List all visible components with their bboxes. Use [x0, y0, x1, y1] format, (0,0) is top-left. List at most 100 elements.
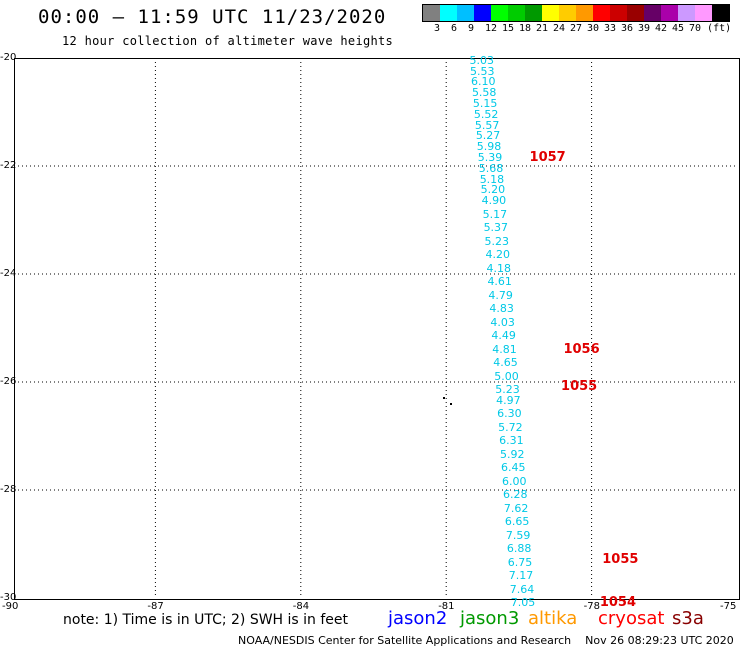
wave-height-label: 4.81 — [492, 342, 517, 356]
wave-height-label: 6.75 — [507, 555, 533, 569]
legend-label: 21 — [536, 23, 549, 34]
page-subtitle: 12 hour collection of altimeter wave hei… — [62, 34, 394, 48]
wave-height-label: 6.65 — [504, 515, 530, 529]
legend-label: 6 — [451, 23, 458, 34]
wave-height-label: 5.15 — [472, 96, 498, 110]
legend-swatches — [422, 4, 730, 22]
legend-swatch — [593, 5, 610, 21]
legend-swatch — [644, 5, 661, 21]
wave-height-label: 6.31 — [499, 434, 524, 448]
wave-height-label: 6.88 — [506, 542, 532, 556]
wave-height-label: 4.83 — [489, 302, 514, 316]
x-tick-label: -81 — [438, 601, 455, 612]
pass-time-label: 1055 — [561, 379, 598, 395]
wave-height-label: 5.37 — [483, 221, 509, 235]
legend-label: 24 — [553, 23, 566, 34]
wave-height-label: 5.20 — [480, 183, 506, 197]
legend-swatch — [457, 5, 474, 21]
legend-swatch — [423, 5, 440, 21]
wave-height-label: 7.64 — [509, 582, 535, 596]
satellite-name-altika: altika — [528, 608, 578, 629]
grid-lines — [14, 58, 738, 598]
color-legend: 3 6 9 12 15 18 21 24 27 30 33 36 39 42 45 70 (ft) — [422, 4, 731, 34]
wave-height-label: 5.23 — [495, 383, 520, 397]
pass-time-label: 1057 — [529, 149, 566, 165]
wave-height-label: 4.65 — [493, 356, 518, 370]
legend-label: 39 — [638, 23, 651, 34]
map-plot-area[interactable] — [14, 58, 740, 600]
wave-height-label: 5.53 — [470, 64, 495, 78]
legend-label: 70 (ft) — [689, 23, 732, 34]
x-tick-label: -90 — [2, 601, 19, 612]
wave-height-label: 5.18 — [479, 172, 505, 186]
wave-height-label: 5.39 — [477, 150, 503, 164]
satellite-name-jason3: jason3 — [460, 608, 520, 629]
legend-swatch — [474, 5, 491, 21]
legend-label: 33 — [604, 23, 617, 34]
wave-height-label: 5.92 — [500, 447, 525, 461]
legend-swatch — [576, 5, 593, 21]
legend-swatch — [661, 5, 678, 21]
wave-height-label: 5.58 — [471, 86, 497, 100]
wave-height-label: 5.17 — [482, 207, 508, 221]
legend-label: 45 — [672, 23, 685, 34]
legend-label: 3 — [434, 23, 441, 34]
wave-height-label: 4.20 — [485, 248, 511, 262]
note-text: note: 1) Time is in UTC; 2) SWH is in fe… — [63, 612, 349, 628]
wave-height-label: 4.03 — [490, 315, 515, 329]
wave-height-label: 4.61 — [487, 275, 512, 289]
wave-height-label: 6.30 — [497, 407, 522, 421]
legend-swatch — [695, 5, 712, 21]
legend-swatch — [508, 5, 525, 21]
wave-height-label: 4.90 — [481, 194, 507, 208]
wave-height-label: 6.28 — [502, 488, 528, 502]
satellite-name-cryosat: cryosat — [598, 608, 665, 629]
wave-height-label: 5.57 — [474, 118, 500, 132]
pass-time-label: 1054 — [599, 595, 637, 611]
legend-label: 9 — [468, 23, 475, 34]
legend-labels: 3 6 9 12 15 18 21 24 27 30 33 36 39 42 45 70 (ft) — [422, 23, 740, 35]
wave-height-label: 4.18 — [486, 261, 511, 275]
legend-label: 15 — [502, 23, 515, 34]
legend-label: 18 — [519, 23, 532, 34]
wave-height-label: 5.98 — [476, 140, 502, 154]
legend-label: 30 — [587, 23, 600, 34]
y-tick-label: -24 — [0, 268, 17, 279]
wave-height-label: 4.97 — [496, 393, 521, 407]
satellite-name-s3a: s3a — [672, 608, 704, 629]
y-tick-label: -28 — [0, 484, 17, 495]
legend-label: 12 — [485, 23, 498, 34]
wave-height-label: 5.52 — [473, 107, 499, 121]
wave-height-label: 6.00 — [501, 474, 527, 488]
legend-label: 27 — [570, 23, 583, 34]
y-tick-label: -20 — [0, 52, 17, 63]
legend-swatch — [627, 5, 644, 21]
legend-label: 42 — [655, 23, 668, 34]
wave-height-label: 7.05 — [510, 596, 536, 610]
legend-swatch — [610, 5, 627, 21]
x-tick-label: -75 — [720, 601, 737, 612]
pass-time-label: 1055 — [602, 552, 639, 568]
wave-height-label: 7.17 — [508, 569, 534, 583]
pass-time-label: 1056 — [563, 341, 600, 357]
wave-height-label: 7.62 — [503, 501, 529, 515]
x-tick-label: -87 — [147, 601, 164, 612]
legend-swatch — [440, 5, 457, 21]
wave-height-label: 7.59 — [505, 528, 531, 542]
legend-swatch — [542, 5, 559, 21]
data-marker — [450, 402, 453, 405]
page-title: 00:00 – 11:59 UTC 11/23/2020 — [38, 6, 387, 28]
legend-swatch — [491, 5, 508, 21]
x-tick-label: -84 — [292, 601, 310, 612]
data-marker — [442, 397, 445, 400]
wave-height-label: 5.23 — [484, 234, 510, 248]
y-tick-label: -30 — [0, 592, 17, 603]
wave-height-label: 5.00 — [494, 369, 519, 383]
y-tick-label: -26 — [0, 376, 17, 387]
wave-height-label: 4.49 — [491, 329, 516, 343]
legend-label: 36 — [621, 23, 634, 34]
legend-swatch — [678, 5, 695, 21]
satellite-name-jason2: jason2 — [388, 608, 448, 629]
legend-swatch — [525, 5, 542, 21]
footer-credit: NOAA/NESDIS Center for Satellite Applica… — [238, 634, 734, 647]
